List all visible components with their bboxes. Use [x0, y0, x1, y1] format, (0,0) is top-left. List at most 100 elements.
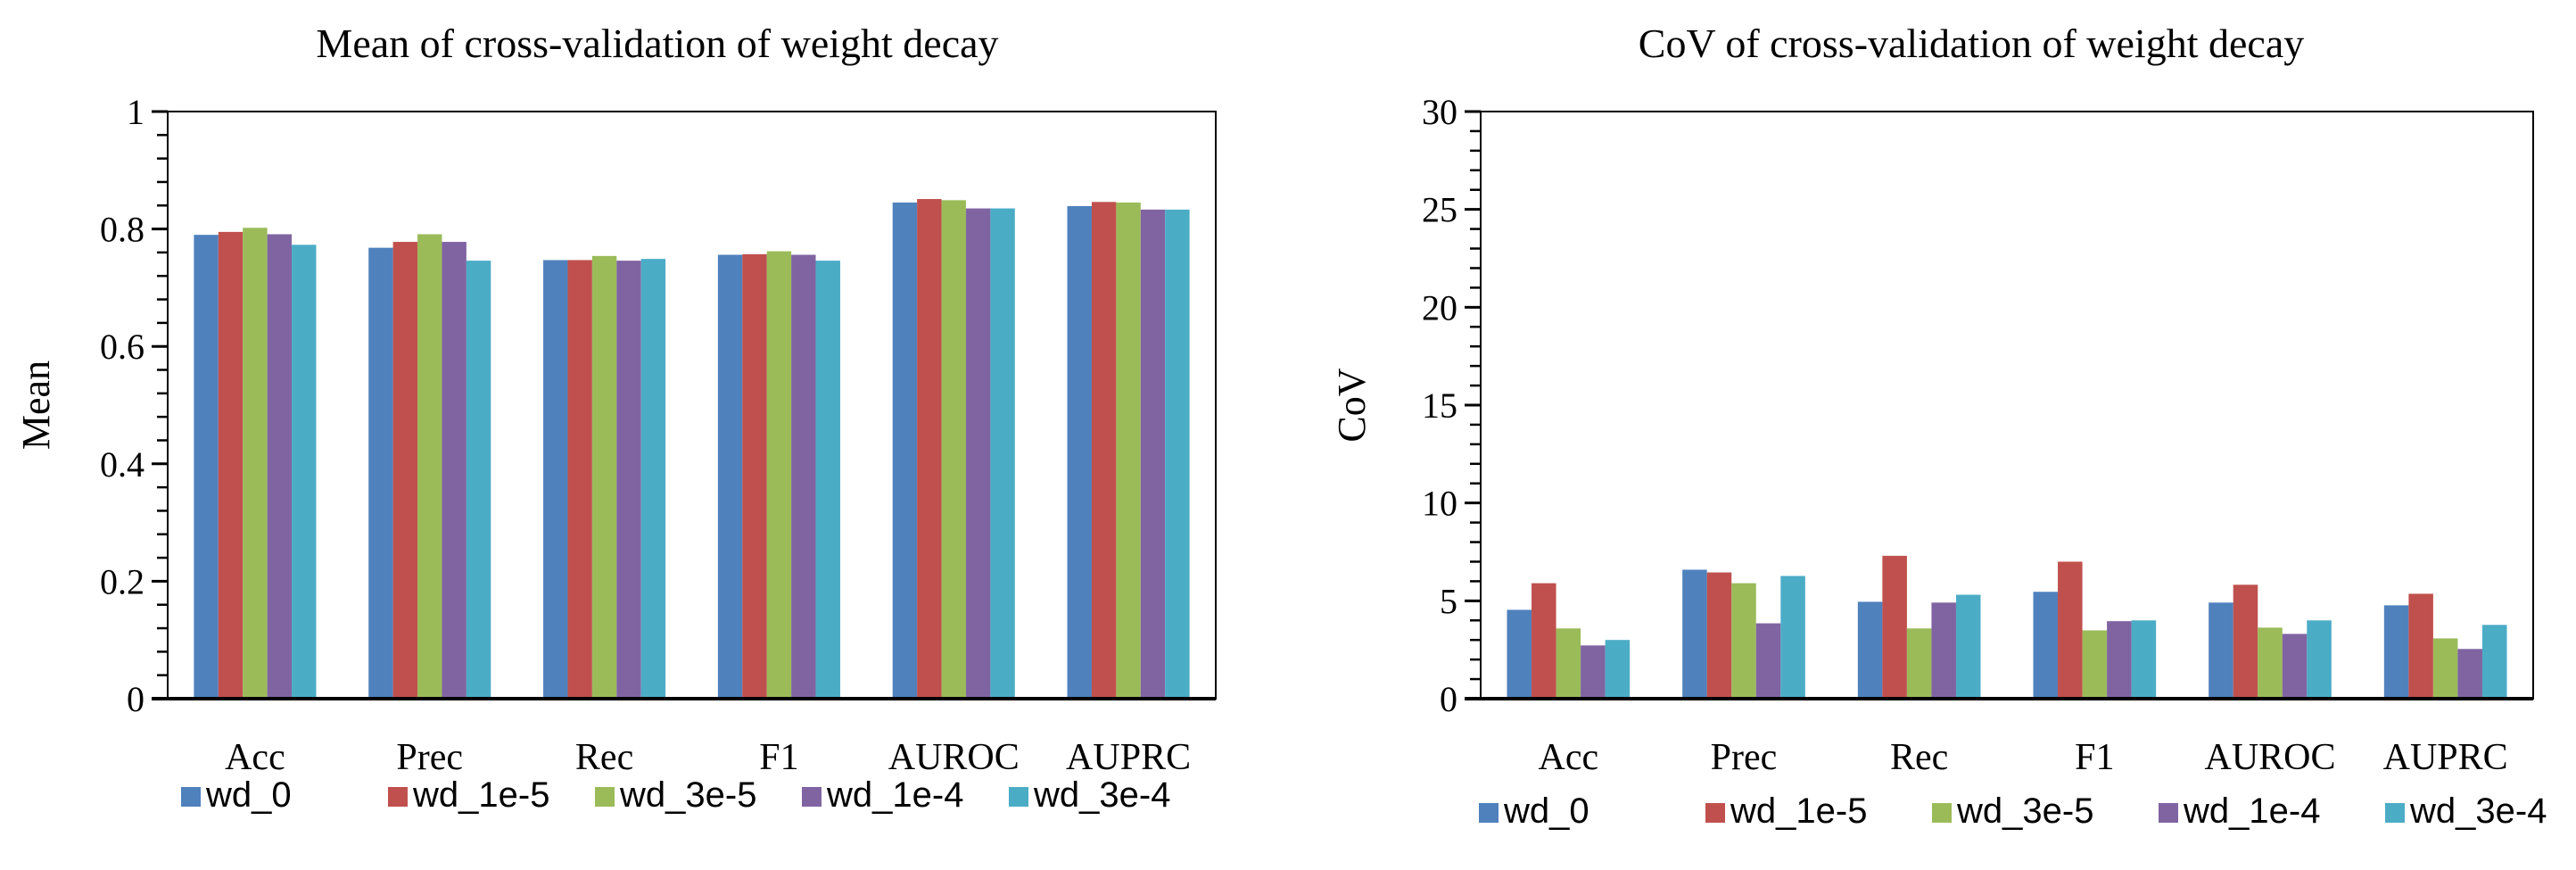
legend-label: wd_3e-4	[1033, 775, 1170, 815]
bar-acc-wd_1e-4	[267, 234, 293, 700]
legend-label: wd_0	[205, 775, 292, 815]
bar-f1-wd_1e-4	[2107, 621, 2132, 699]
bar-prec-wd_0	[368, 247, 393, 699]
y-tick-label: 10	[1422, 484, 1457, 524]
chart-title: CoV of cross-validation of weight decay	[1639, 21, 2304, 66]
legend-item: wd_1e-5	[1705, 791, 1867, 831]
bar-auroc-wd_1e-5	[2233, 584, 2258, 699]
legend-swatch	[1705, 803, 1725, 823]
bar-prec-wd_0	[1682, 569, 1707, 699]
x-tick-label: Prec	[1711, 737, 1778, 778]
bar-f1-wd_3e-5	[2082, 630, 2108, 699]
bar-acc-wd_0	[1507, 609, 1532, 699]
chart-mean: Mean of cross-validation of weight decay…	[14, 21, 1217, 815]
bar-acc-wd_3e-5	[1556, 628, 1581, 699]
bar-prec-wd_3e-5	[417, 234, 442, 700]
y-axis-label: Mean	[14, 360, 58, 450]
chart-title: Mean of cross-validation of weight decay	[316, 21, 998, 66]
bar-f1-wd_3e-5	[766, 251, 792, 699]
bar-rec-wd_1e-4	[1931, 602, 1956, 699]
x-tick-label: Acc	[225, 737, 285, 778]
y-tick-label: 1	[127, 92, 144, 132]
chart-cov: CoV of cross-validation of weight decay C…	[1330, 21, 2547, 831]
bar-acc-wd_1e-5	[218, 231, 244, 699]
y-tick-label: 20	[1422, 287, 1457, 327]
y-tick-label: 0	[1440, 679, 1457, 719]
bar-auroc-wd_1e-4	[2282, 634, 2308, 699]
plot-frame	[1480, 111, 2534, 700]
legend-swatch	[1932, 803, 1952, 823]
bar-prec-wd_1e-5	[392, 242, 418, 699]
bar-acc-wd_1e-5	[1532, 583, 1556, 699]
y-tick-label: 30	[1422, 92, 1457, 132]
legend-swatch	[181, 787, 201, 807]
legend-swatch	[388, 787, 408, 807]
x-tick-label: Rec	[575, 737, 633, 778]
legend-label: wd_1e-4	[826, 775, 963, 815]
legend-swatch	[595, 787, 615, 807]
legend-swatch	[2385, 803, 2405, 823]
legend-item: wd_1e-5	[388, 775, 549, 815]
bar-rec-wd_1e-4	[616, 261, 641, 699]
bar-f1-wd_1e-4	[791, 254, 816, 699]
y-tick-label: 0.2	[100, 561, 144, 601]
x-tick-label: AUPRC	[2383, 737, 2508, 778]
bar-rec-wd_3e-4	[1955, 594, 1981, 699]
bar-prec-wd_1e-4	[1755, 623, 1781, 699]
bar-auprc-wd_3e-5	[2432, 638, 2458, 699]
bar-auprc-wd_0	[2383, 605, 2409, 699]
bar-acc-wd_3e-4	[1605, 640, 1631, 699]
legend-label: wd_0	[1503, 791, 1589, 831]
bar-acc-wd_0	[194, 235, 219, 699]
bar-auprc-wd_1e-5	[2408, 593, 2433, 699]
y-tick-label: 0.8	[100, 210, 144, 250]
bar-rec-wd_0	[1857, 601, 1883, 699]
legend-item: wd_0	[181, 775, 292, 815]
bar-auroc-wd_3e-5	[2258, 627, 2283, 699]
bar-auroc-wd_1e-4	[965, 208, 991, 699]
bar-auprc-wd_3e-5	[1116, 202, 1141, 700]
bar-f1-wd_1e-5	[2058, 561, 2083, 699]
legend-swatch	[2159, 803, 2178, 823]
bar-f1-wd_3e-4	[815, 261, 840, 699]
bar-acc-wd_3e-5	[243, 228, 268, 699]
bar-auroc-wd_0	[892, 202, 918, 700]
x-tick-label: AUROC	[2204, 737, 2335, 778]
plot-frame	[167, 111, 1217, 700]
bar-prec-wd_1e-4	[442, 242, 466, 699]
x-tick-label: Prec	[396, 737, 463, 778]
bar-prec-wd_3e-5	[1731, 583, 1756, 699]
x-tick-label: F1	[2075, 737, 2114, 778]
bar-auprc-wd_0	[1067, 205, 1092, 700]
bar-f1-wd_3e-4	[2131, 620, 2157, 699]
bar-rec-wd_1e-5	[1882, 555, 1907, 699]
bar-f1-wd_1e-5	[742, 253, 767, 699]
bar-auroc-wd_3e-4	[2307, 620, 2332, 699]
legend-item: wd_3e-4	[2385, 791, 2547, 831]
bar-auprc-wd_1e-5	[1091, 202, 1117, 699]
legend-item: wd_3e-4	[1009, 775, 1170, 815]
bar-f1-wd_0	[2033, 592, 2059, 699]
bar-auprc-wd_1e-4	[1140, 209, 1166, 700]
bar-f1-wd_0	[717, 254, 743, 699]
bar-auroc-wd_1e-5	[917, 199, 942, 700]
legend-swatch	[1479, 803, 1499, 823]
legend-item: wd_1e-4	[2159, 791, 2320, 831]
legend-item: wd_1e-4	[802, 775, 963, 815]
y-tick-label: 0.6	[100, 327, 144, 367]
bar-auprc-wd_3e-4	[2481, 625, 2507, 699]
legend-item: wd_3e-5	[595, 775, 756, 815]
bar-rec-wd_3e-4	[640, 259, 666, 699]
legend: wd_0 wd_1e-5 wd_3e-5 wd_1e-4 wd_3e-4	[181, 775, 1170, 815]
bar-rec-wd_1e-5	[567, 260, 592, 699]
bar-rec-wd_0	[543, 260, 568, 699]
y-tick-label: 0	[127, 679, 144, 719]
x-tick-label: AUPRC	[1066, 737, 1191, 778]
legend-item: wd_0	[1479, 791, 1589, 831]
bar-acc-wd_1e-4	[1581, 645, 1606, 699]
y-axis-label: CoV	[1330, 368, 1374, 442]
bar-rec-wd_3e-5	[1906, 628, 1932, 699]
legend-swatch	[1009, 787, 1028, 807]
bar-auprc-wd_3e-4	[1165, 209, 1190, 700]
